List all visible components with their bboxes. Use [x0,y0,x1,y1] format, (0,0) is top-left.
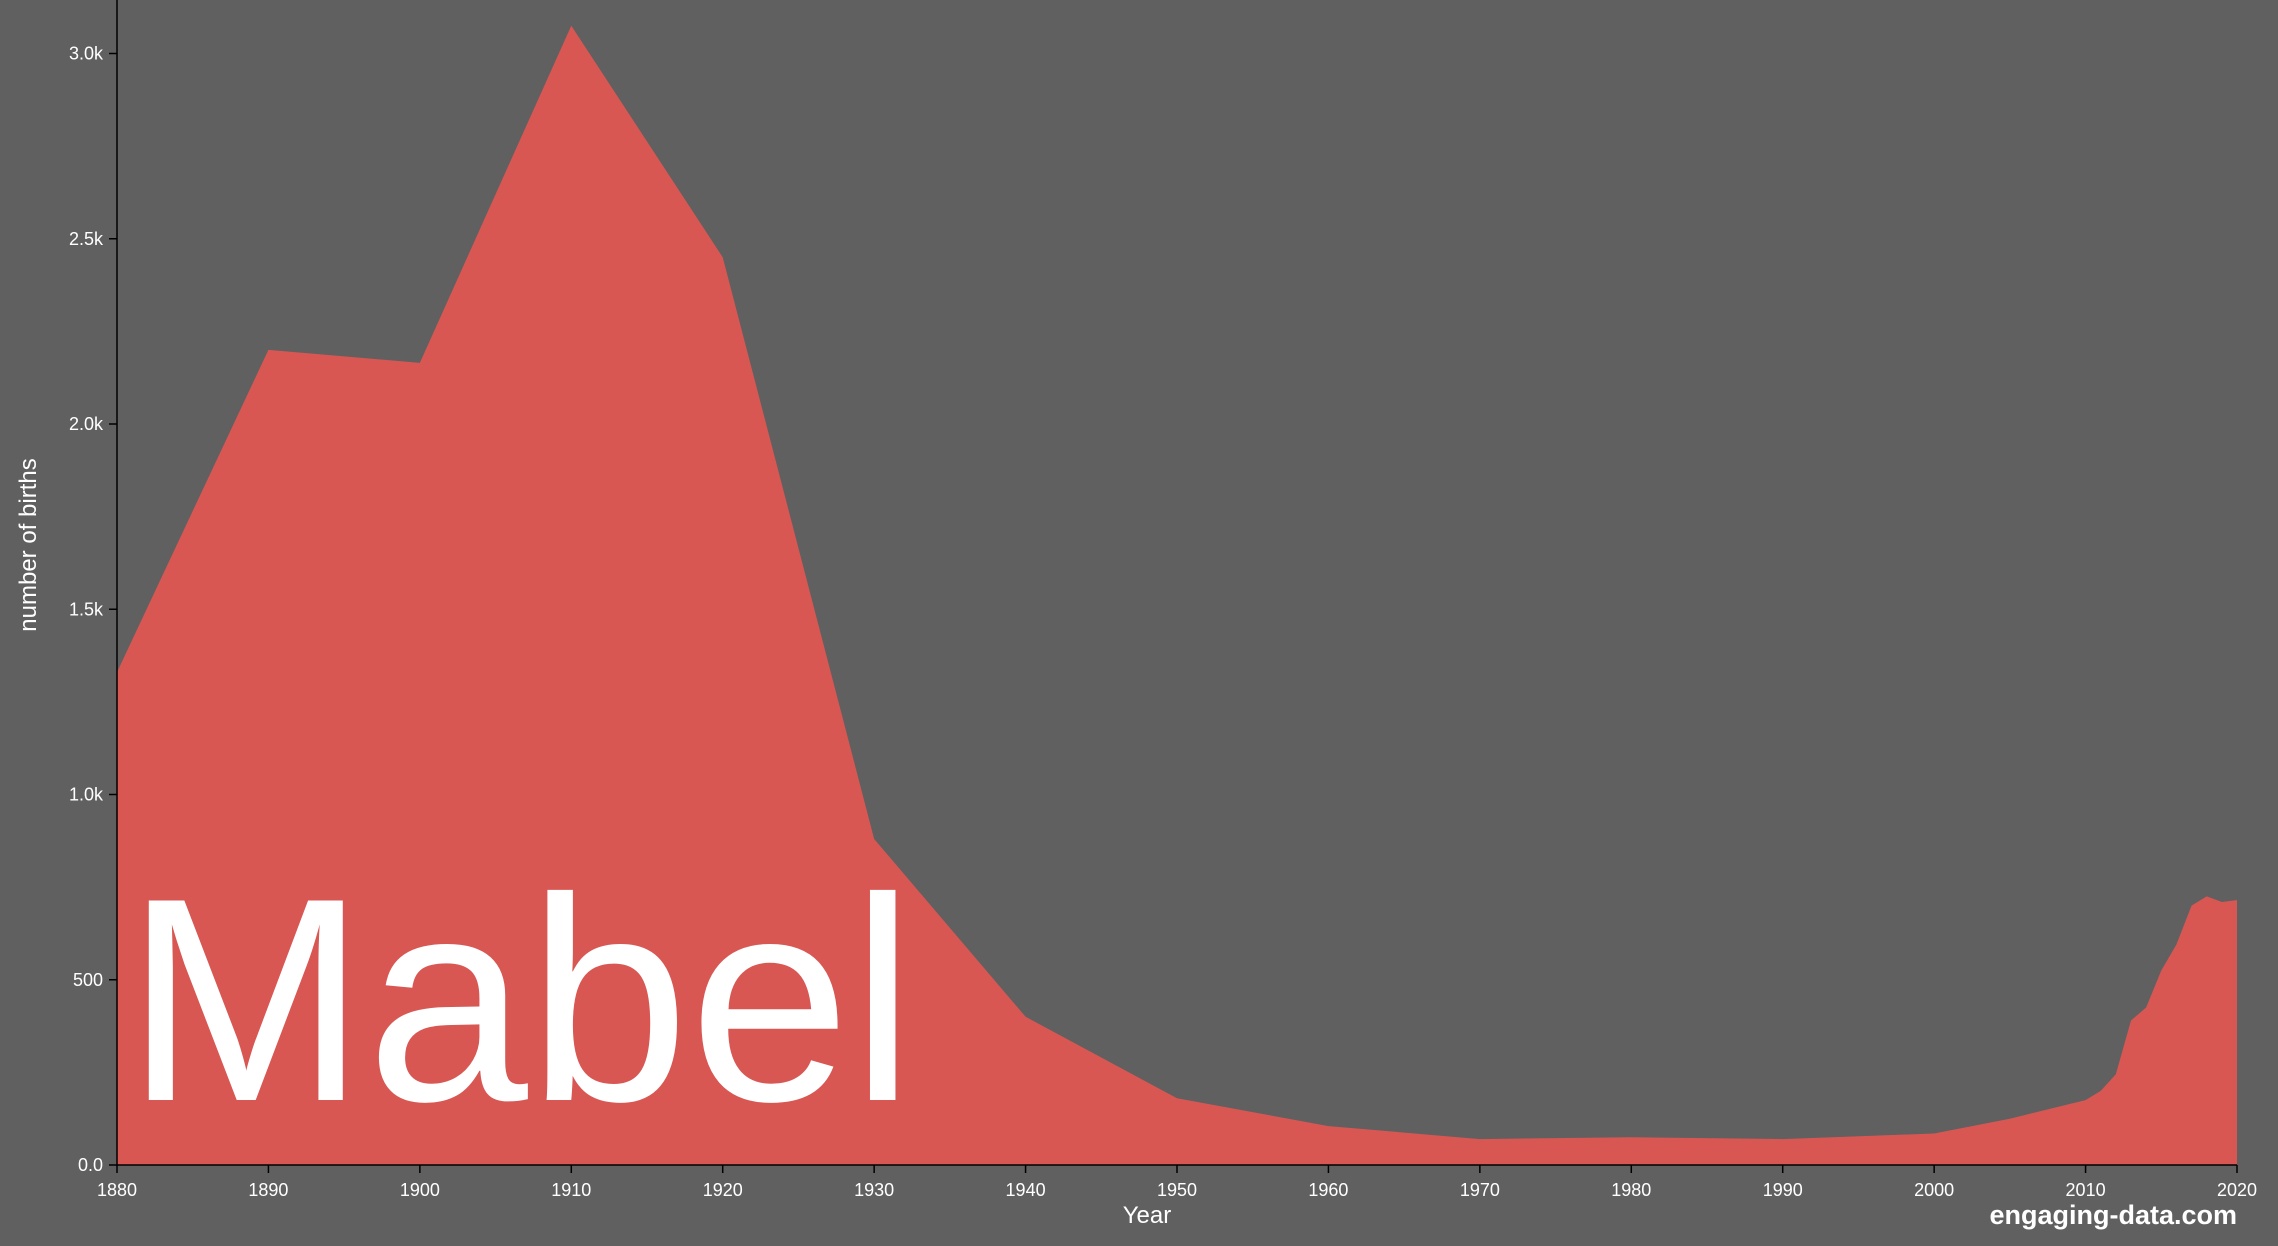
x-tick-label: 1960 [1308,1180,1348,1200]
x-tick-label: 2010 [2066,1180,2106,1200]
x-tick-label: 2020 [2217,1180,2257,1200]
x-tick-label: 1970 [1460,1180,1500,1200]
y-axis-title: number of births [15,458,42,631]
x-tick-label: 1950 [1157,1180,1197,1200]
x-tick-label: 1990 [1763,1180,1803,1200]
y-tick-label: 1.5k [69,599,104,619]
x-tick-label: 1980 [1611,1180,1651,1200]
x-tick-label: 1900 [400,1180,440,1200]
x-tick-label: 1890 [248,1180,288,1200]
x-tick-label: 1920 [703,1180,743,1200]
x-tick-label: 1940 [1006,1180,1046,1200]
y-tick-label: 500 [73,970,103,990]
y-tick-label: 2.0k [69,414,104,434]
x-tick-label: 2000 [1914,1180,1954,1200]
watermark: engaging-data.com [1989,1200,2237,1230]
y-tick-label: 0.0 [78,1155,103,1175]
area-layer [117,25,2237,1165]
axis-layer: 0.0 500 1.0k 1.5k 2.0k 2.5k 3.0k 1880 1890 1900 19… [69,0,2257,1200]
x-tick-label: 1910 [551,1180,591,1200]
y-tick-label: 2.5k [69,229,104,249]
x-axis-title: Year [1123,1202,1172,1229]
births-area [117,25,2237,1165]
y-tick-label: 3.0k [69,44,104,64]
x-tick-label: 1880 [97,1180,137,1200]
name-label: Mabel [125,838,915,1162]
x-tick-label: 1930 [854,1180,894,1200]
y-tick-label: 1.0k [69,785,104,805]
